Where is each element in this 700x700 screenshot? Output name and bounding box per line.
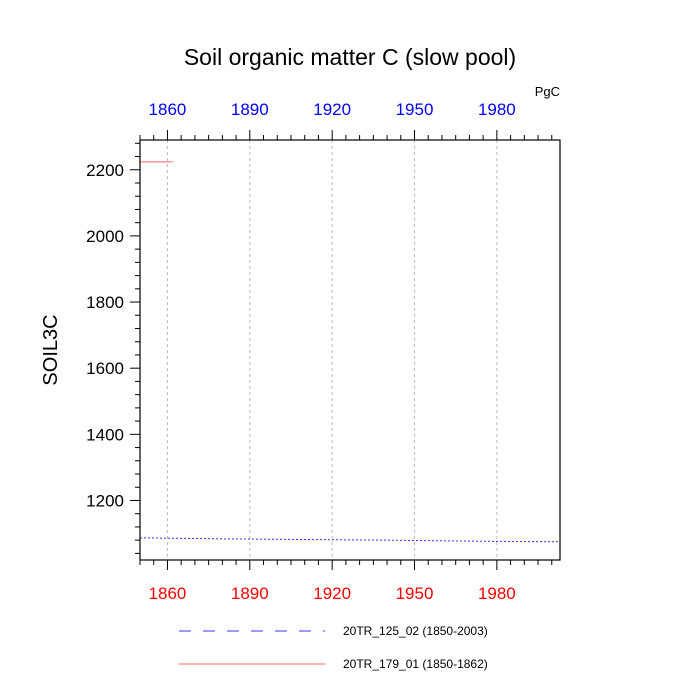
x-tick-label-bottom-2: 1920 [313,584,351,603]
chart-title: Soil organic matter C (slow pool) [184,44,516,70]
x-tick-label-bottom-0: 1860 [149,584,187,603]
x-tick-label-top-1: 1890 [231,100,269,119]
x-tick-label-top-0: 1860 [149,100,187,119]
y-tick-label-3: 1800 [86,293,124,312]
x-tick-label-top-4: 1980 [478,100,516,119]
legend-label-0: 20TR_125_02 (1850-2003) [343,624,488,638]
y-tick-label-1: 1400 [86,425,124,444]
x-tick-label-top-2: 1920 [313,100,351,119]
y-tick-label-5: 2200 [86,161,124,180]
series-lines [139,161,561,543]
legend-label-1: 20TR_179_01 (1850-1862) [343,657,488,671]
x-tick-label-bottom-3: 1950 [396,584,434,603]
series-line-0 [139,537,561,543]
y-axis-label: SOIL3C [40,314,62,385]
grid-lines [166,140,498,560]
axis-ticks [130,130,553,570]
units-label: PgC [535,84,560,99]
tick-labels: 1860 1860 1890 1890 1920 1920 1950 1950 1980 1980… [86,100,516,603]
y-tick-label-2: 1600 [86,359,124,378]
y-tick-label-0: 1200 [86,491,124,510]
x-tick-label-top-3: 1950 [396,100,434,119]
x-tick-label-bottom-4: 1980 [478,584,516,603]
legend: 20TR_125_02 (1850-2003) 20TR_179_01 (1850… [179,624,488,671]
plot-frame [139,139,561,561]
y-tick-label-4: 2000 [86,227,124,246]
x-tick-label-bottom-1: 1890 [231,584,269,603]
